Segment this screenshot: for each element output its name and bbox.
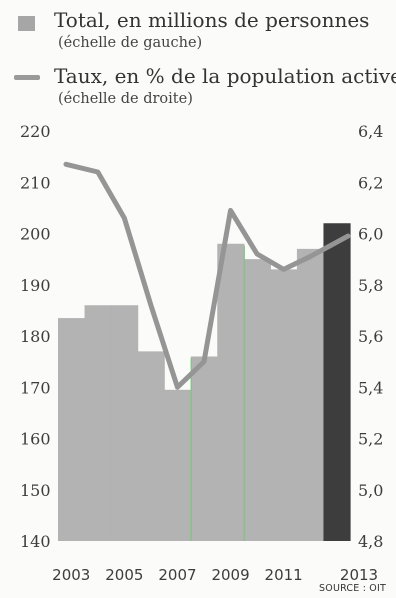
left-tick-220: 220 — [20, 122, 51, 141]
legend-total-scale: (échelle de gauche) — [58, 35, 203, 51]
legend: Total, en millions de personnes (échelle… — [0, 0, 396, 110]
left-tick-190: 190 — [20, 276, 51, 295]
legend-taux-label: Taux, en % de la population active — [54, 64, 396, 88]
right-tick-5-2: 5,2 — [358, 430, 383, 449]
line-swatch-icon — [14, 75, 40, 80]
x-tick-2005: 2005 — [105, 566, 143, 584]
bar-2013 — [323, 223, 351, 541]
right-tick-6-0: 6,0 — [358, 225, 383, 244]
bar-2010 — [243, 259, 271, 541]
right-tick-5-0: 5,0 — [358, 481, 383, 500]
bar-2008 — [190, 356, 218, 541]
x-tick-2007: 2007 — [158, 566, 196, 584]
bar-2003 — [58, 318, 86, 541]
bar-2005 — [111, 305, 139, 541]
left-tick-150: 150 — [20, 481, 51, 500]
right-tick-5-6: 5,6 — [358, 327, 383, 346]
bar-swatch-icon — [18, 16, 35, 31]
right-tick-5-4: 5,4 — [358, 378, 383, 397]
left-tick-170: 170 — [20, 378, 51, 397]
legend-taux-scale: (échelle de droite) — [58, 91, 193, 107]
bar-2004 — [84, 305, 112, 541]
x-tick-2011: 2011 — [265, 566, 303, 584]
bar-2006 — [137, 351, 165, 541]
x-tick-2003: 2003 — [52, 566, 90, 584]
bar-2009 — [217, 243, 245, 541]
source-note: SOURCE : OIT — [319, 583, 386, 594]
right-tick-4-8: 4,8 — [358, 532, 383, 551]
bar-2011 — [270, 269, 298, 541]
bar-2012 — [296, 248, 325, 541]
x-tick-2013: 2013 — [340, 566, 378, 584]
bar-2007 — [164, 389, 192, 541]
legend-total-label: Total, en millions de personnes — [54, 8, 370, 32]
taux-line — [63, 161, 351, 390]
x-tick-2009: 2009 — [211, 566, 249, 584]
left-tick-200: 200 — [20, 225, 51, 244]
right-tick-6-2: 6,2 — [358, 173, 383, 192]
right-tick-6-4: 6,4 — [358, 122, 383, 141]
right-tick-5-8: 5,8 — [358, 276, 383, 295]
left-tick-140: 140 — [20, 532, 51, 551]
left-tick-210: 210 — [20, 173, 51, 192]
left-tick-160: 160 — [20, 430, 51, 449]
left-tick-180: 180 — [20, 327, 51, 346]
